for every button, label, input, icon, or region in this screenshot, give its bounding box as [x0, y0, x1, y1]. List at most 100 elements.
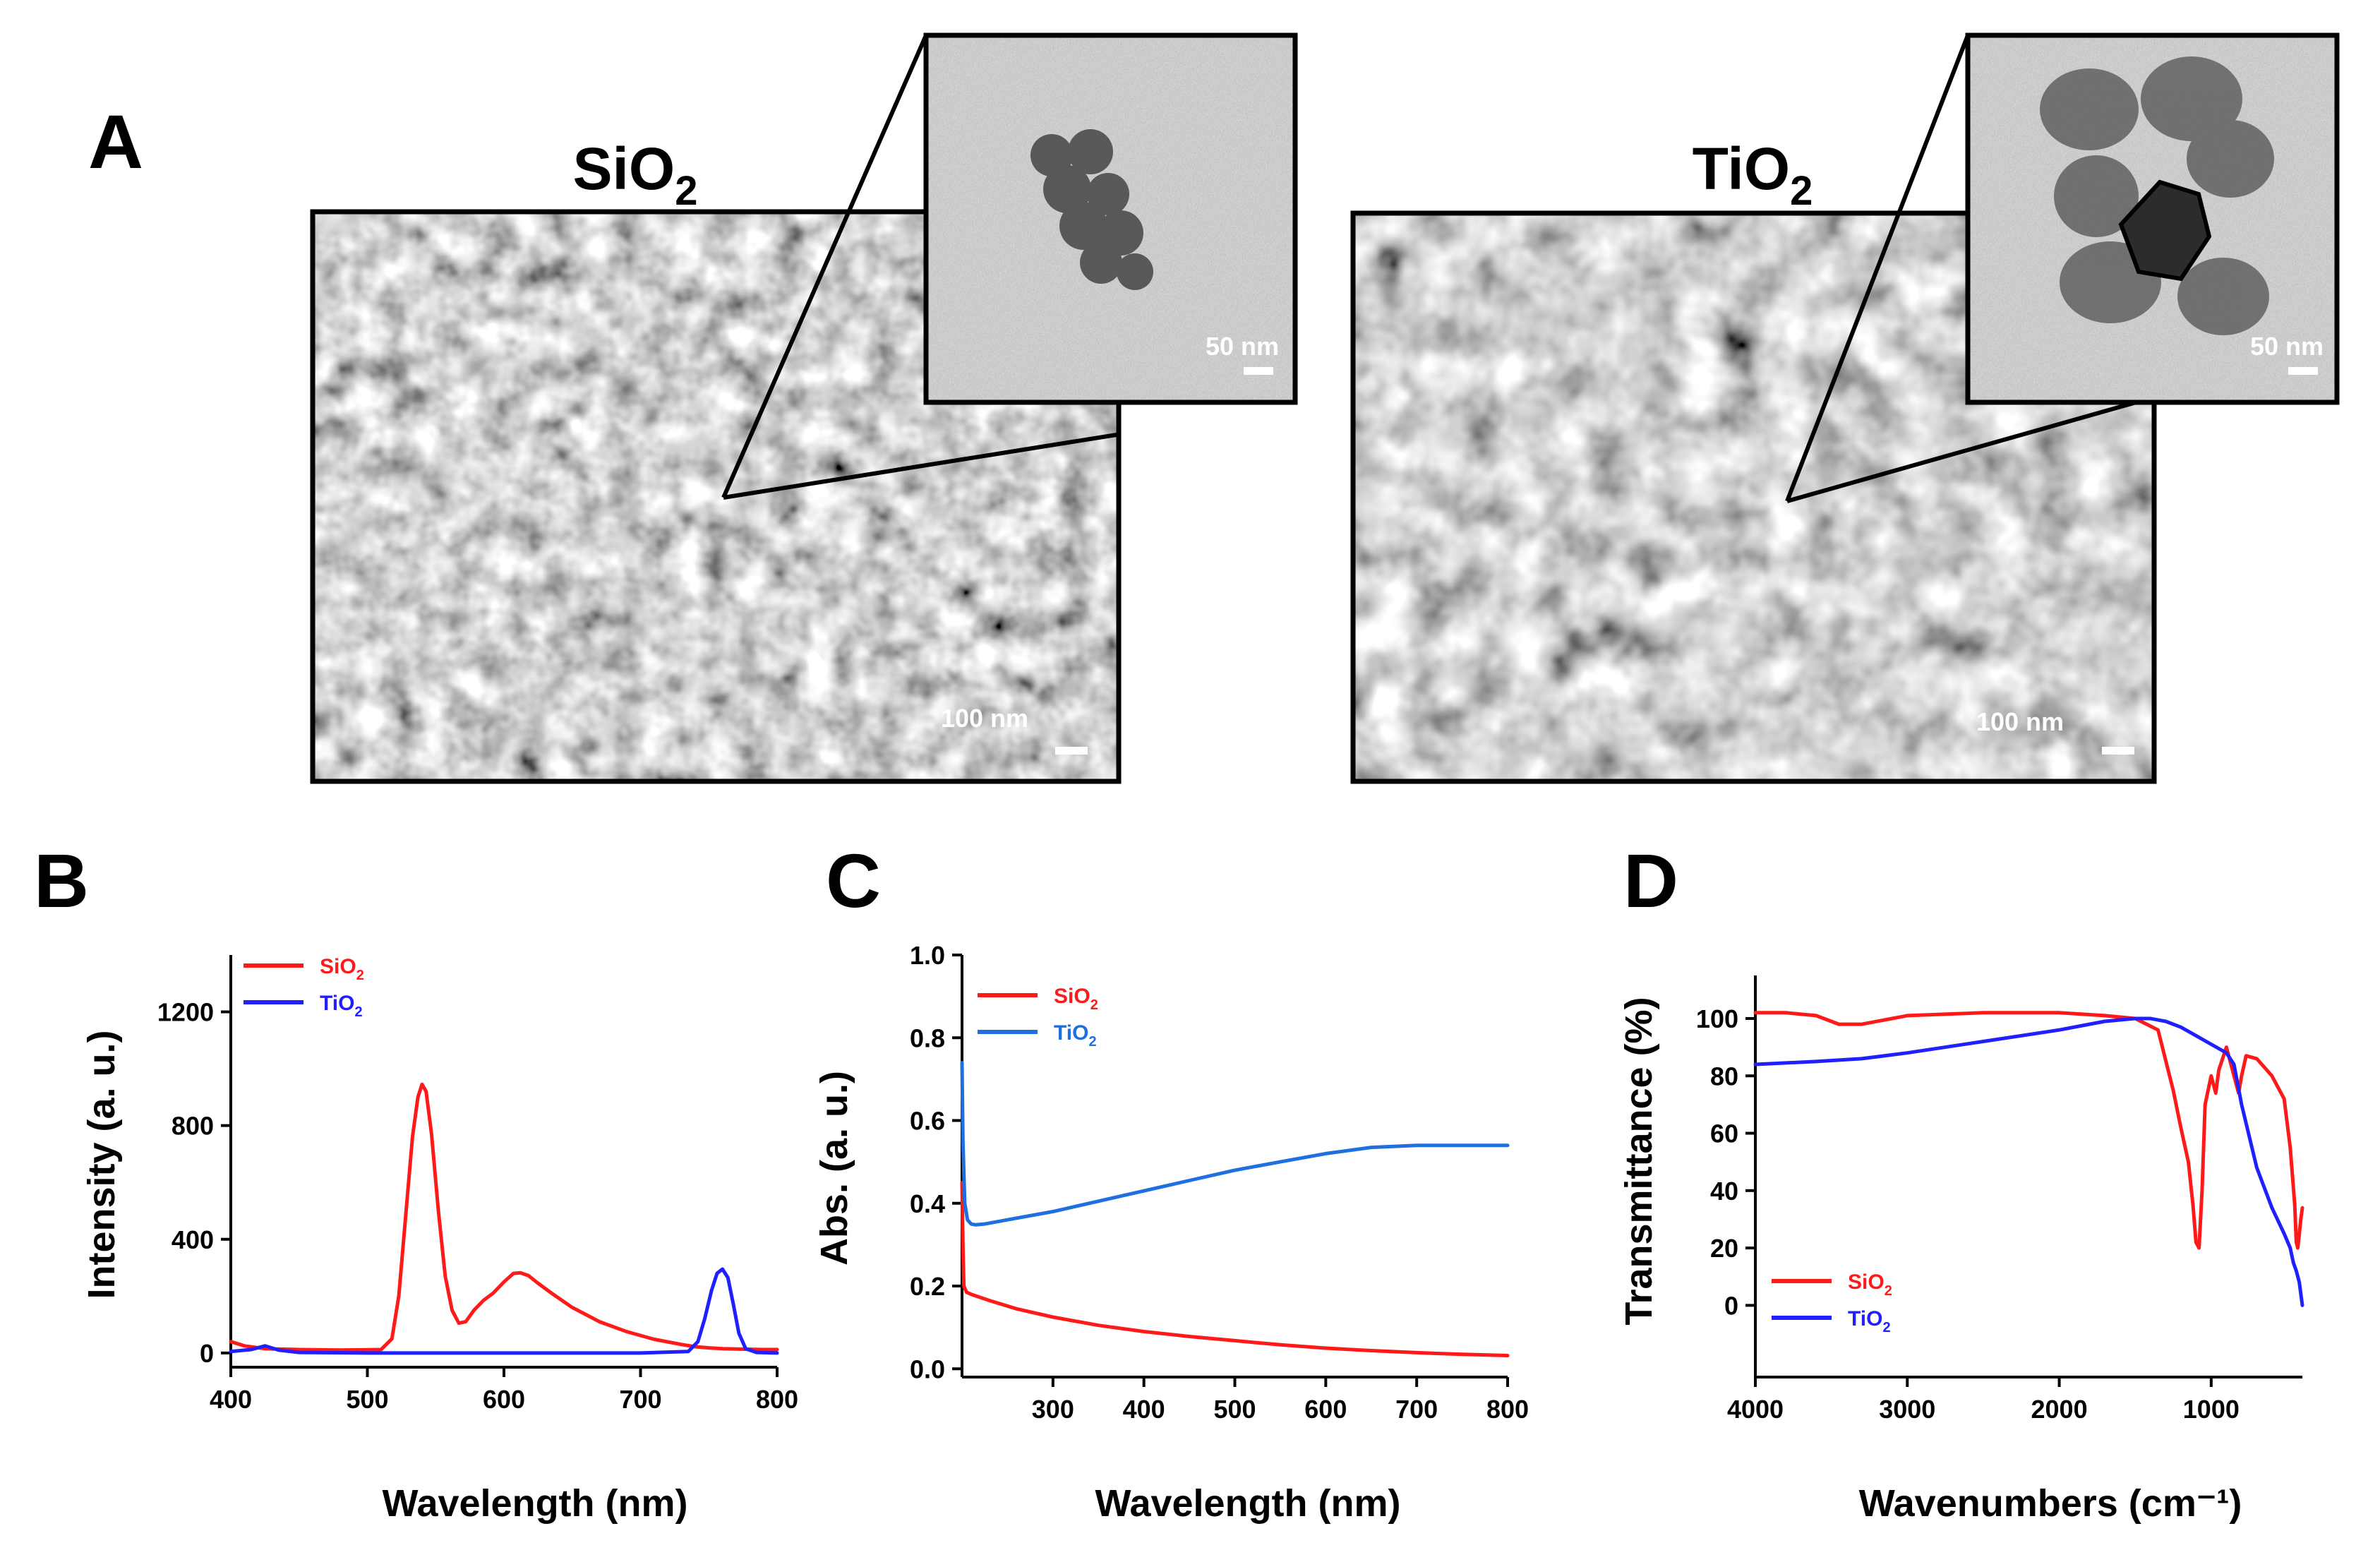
chart-c-y-tick-label: 0.4	[910, 1189, 945, 1218]
tio2-tem-scale-bar	[2288, 367, 2318, 375]
chart-c: 300 400 500 600 700 800 0.0 0.2 0.4 0.6 0.8 1.0 SiO…	[813, 941, 1529, 1525]
tio2-tem-scale-label: 50 nm	[2250, 332, 2324, 361]
chart-c-y-tick-label: 0.8	[910, 1023, 945, 1052]
tio2-title: TiO2	[1693, 136, 1813, 214]
legend-label-subscript: 2	[1885, 1283, 1892, 1299]
chart-d-series-sio2-line	[1753, 1011, 2304, 1250]
chart-b-legend-label-tio2: TiO2	[320, 992, 363, 1020]
sio2-title-text: SiO	[573, 136, 675, 202]
chart-b-series-tio2-line	[229, 1267, 779, 1355]
tio2-sem-scale-bar	[2102, 747, 2134, 755]
chart-d-x-axis-label: Wavenumbers (cm⁻¹)	[1859, 1482, 2242, 1525]
chart-c-x-tick-label: 700	[1395, 1395, 1438, 1424]
chart-d-ticks: 4000 3000 2000 1000 0 20 40 60 80 100	[1696, 1004, 2240, 1424]
chart-c-y-tick-label: 1.0	[910, 941, 945, 970]
chart-d-x-tick-label: 4000	[1727, 1395, 1784, 1424]
legend-label-text: TiO	[320, 992, 354, 1015]
chart-c-y-axis-label: Abs. (a. u.)	[813, 1071, 855, 1266]
chart-d-y-tick-label: 40	[1710, 1177, 1738, 1206]
sio2-grain	[1059, 202, 1107, 250]
chart-b-series	[229, 1082, 779, 1355]
sio2-sem-frame	[310, 209, 1122, 784]
sio2-sem-scale-label: 100 nm	[941, 704, 1028, 733]
chart-d-legend-label-sio2: SiO2	[1848, 1270, 1892, 1299]
chart-d-y-tick-label: 100	[1696, 1004, 1738, 1033]
sio2-grain	[1117, 253, 1153, 290]
tio2-grain	[2141, 56, 2242, 141]
chart-c-ticks: 300 400 500 600 700 800 0.0 0.2 0.4 0.6 0.8 1.0	[910, 941, 1529, 1424]
panel-label-c: C	[826, 838, 881, 923]
chart-c-x-tick-label: 300	[1032, 1395, 1074, 1424]
chart-c-series-sio2-line	[960, 1181, 1510, 1357]
chart-c-legend: SiO2 TiO2	[978, 985, 1098, 1050]
chart-c-series-tio2-line	[960, 1060, 1510, 1227]
legend-label-subscript: 2	[354, 1004, 362, 1020]
chart-d-y-tick-label: 20	[1710, 1234, 1738, 1263]
chart-d-y-tick-label: 60	[1710, 1119, 1738, 1148]
chart-b-x-axis-label: Wavelength (nm)	[382, 1482, 687, 1525]
chart-b-y-tick-label: 1200	[157, 998, 214, 1027]
legend-label-text: TiO	[1848, 1307, 1882, 1330]
sio2-micrograph: SiO2 100 nm 50 nm	[310, 32, 1298, 784]
chart-b-x-tick-label: 500	[346, 1385, 388, 1414]
sio2-tem-frame	[923, 32, 1298, 405]
chart-b-series-sio2-line	[229, 1082, 779, 1352]
chart-d-x-tick-label: 2000	[2031, 1395, 2088, 1424]
tio2-title-text: TiO	[1693, 136, 1790, 202]
chart-b-ticks: 400 500 600 700 800 0 400 800 1200	[157, 998, 798, 1414]
sio2-sem-scale-bar	[1055, 747, 1088, 755]
chart-c-x-tick-label: 400	[1123, 1395, 1165, 1424]
legend-label-subscript: 2	[1088, 1034, 1096, 1050]
chart-b-y-axis-label: Intensity (a. u.)	[80, 1030, 123, 1299]
panel-label-d: D	[1623, 838, 1678, 923]
panel-label-a: A	[88, 99, 143, 184]
legend-label-subscript: 2	[1882, 1320, 1890, 1335]
chart-c-x-tick-label: 600	[1304, 1395, 1347, 1424]
tio2-zoom-line-top	[1785, 34, 1970, 503]
chart-b-legend: SiO2 TiO2	[244, 955, 364, 1020]
tio2-title-subscript: 2	[1790, 168, 1813, 214]
chart-c-y-tick-label: 0.2	[910, 1272, 945, 1301]
chart-c-x-axis-label: Wavelength (nm)	[1095, 1482, 1400, 1525]
tio2-micrograph: TiO2 100 nm 50 nm	[1350, 32, 2340, 784]
legend-label-text: SiO	[1848, 1270, 1885, 1294]
chart-d-series	[1753, 1011, 2304, 1307]
chart-c-y-tick-label: 0.0	[910, 1354, 945, 1383]
chart-c-y-tick-label: 0.6	[910, 1107, 945, 1136]
sio2-title-subscript: 2	[675, 168, 697, 214]
tio2-sem-frame	[1350, 210, 2157, 784]
chart-b-legend-label-sio2: SiO2	[320, 955, 364, 983]
panel-label-b: B	[34, 838, 89, 923]
chart-d-y-tick-label: 80	[1710, 1062, 1738, 1091]
chart-d-x-tick-label: 1000	[2183, 1395, 2240, 1424]
sio2-zoom-line-bottom	[723, 432, 1122, 500]
chart-c-x-tick-label: 500	[1213, 1395, 1256, 1424]
tio2-sem-scale-label: 100 nm	[1976, 707, 2064, 736]
sio2-grain	[1080, 241, 1122, 284]
chart-d-y-axis-label: Transmittance (%)	[1618, 997, 1660, 1325]
sio2-grain	[1043, 165, 1091, 213]
sio2-zoom-line-top	[721, 34, 928, 499]
tio2-core-shell-particle	[2118, 179, 2212, 282]
chart-c-legend-label-tio2: TiO2	[1054, 1021, 1097, 1050]
chart-b-axes	[229, 955, 777, 1369]
sio2-grain	[1087, 173, 1129, 215]
chart-d-y-tick-label: 0	[1724, 1291, 1738, 1320]
chart-c-x-tick-label: 800	[1486, 1395, 1529, 1424]
chart-c-legend-label-sio2: SiO2	[1054, 985, 1098, 1013]
tio2-grain	[2177, 258, 2269, 335]
chart-b-x-tick-label: 800	[756, 1385, 798, 1414]
legend-label-subscript: 2	[356, 968, 364, 983]
chart-b-y-tick-label: 800	[172, 1112, 214, 1141]
chart-b-x-tick-label: 600	[483, 1385, 525, 1414]
tio2-grain	[2187, 120, 2274, 198]
chart-d-legend-label-tio2: TiO2	[1848, 1307, 1891, 1335]
chart-b-x-tick-label: 700	[619, 1385, 661, 1414]
chart-d-x-tick-label: 3000	[1879, 1395, 1935, 1424]
tio2-grain	[2054, 155, 2139, 237]
sio2-title: SiO2	[573, 136, 698, 214]
legend-label-subscript: 2	[1090, 997, 1098, 1013]
